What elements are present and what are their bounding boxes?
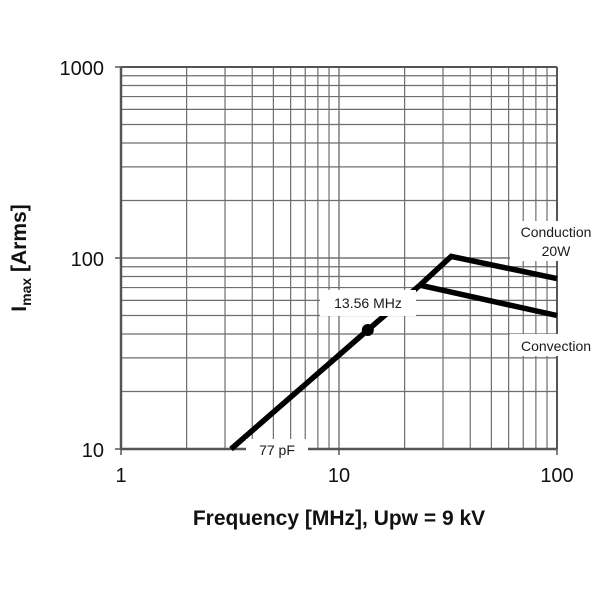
marker-dot-13-56-mhz <box>361 323 374 336</box>
annot-77pf-bg <box>246 439 308 459</box>
series-line-2 <box>419 282 558 319</box>
annotation-convection: Convection <box>521 338 591 354</box>
grid <box>120 66 558 450</box>
y-tick-label-100: 100 <box>71 249 104 271</box>
markers <box>361 323 374 336</box>
x-tick-label-1: 1 <box>115 465 126 487</box>
annotation-20w: 20W <box>542 243 572 259</box>
x-tick-label-100: 100 <box>540 465 573 487</box>
annotation-77pf: 77 pF <box>259 442 295 458</box>
y-axis-title-main: I <box>8 306 31 312</box>
annot-convection-bg <box>510 334 600 356</box>
y-tick-label-1000: 1000 <box>60 58 105 80</box>
y-axis-title-rest: [Arms] <box>8 204 31 278</box>
annot-1356-bg <box>320 290 416 316</box>
y-axis-title: Imax [Arms] <box>8 204 34 311</box>
x-axis-title: Frequency [MHz], Upw = 9 kV <box>193 507 485 530</box>
y-axis-title-sub: max <box>18 278 34 306</box>
x-tick-label-10: 10 <box>328 465 350 487</box>
annotation-13-56-mhz: 13.56 MHz <box>334 295 402 311</box>
y-tick-label-10: 10 <box>82 440 104 462</box>
series-line-1 <box>418 253 558 288</box>
annotation-conduction: Conduction <box>521 224 592 240</box>
annot-conduction-bg <box>510 221 600 261</box>
